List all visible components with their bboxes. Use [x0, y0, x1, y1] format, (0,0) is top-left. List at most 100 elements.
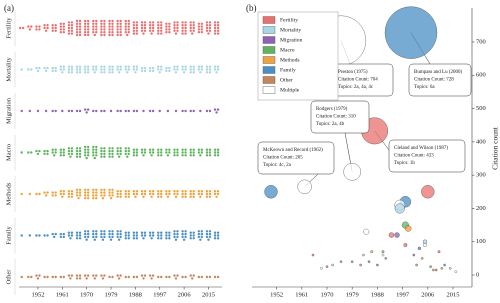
swarm-dot — [75, 28, 79, 31]
swarm-dot — [200, 68, 204, 71]
swarm-dot — [205, 109, 209, 113]
swarm-dot — [75, 71, 79, 74]
swarm-dot — [109, 197, 113, 200]
swarm-dot — [75, 33, 79, 37]
swarm-dot — [192, 192, 195, 196]
swarm-dot — [208, 192, 212, 196]
swarm-dot — [213, 68, 217, 71]
swarm-dot — [216, 148, 220, 151]
swarm-dot — [160, 237, 163, 240]
x-tick-label: 1988 — [129, 291, 142, 298]
swarm-dot — [148, 26, 152, 30]
swarm-dot — [69, 277, 72, 280]
swarm-dot — [100, 155, 103, 158]
row-label: Mortality — [5, 56, 12, 81]
swarm-dot — [78, 237, 82, 240]
swarm-dot — [176, 26, 179, 30]
swarm-dot — [192, 26, 195, 30]
swarm-dot — [92, 235, 95, 239]
swarm-dot — [28, 28, 32, 31]
swarm-dot — [135, 151, 139, 154]
swarm-dot — [111, 194, 114, 197]
bubble — [421, 185, 435, 199]
swarm-dot — [216, 192, 220, 196]
swarm-dot — [143, 148, 147, 151]
swarm-dot — [59, 25, 63, 28]
swarm-dot — [135, 231, 139, 234]
swarm-dot — [165, 25, 168, 28]
swarm-dot — [20, 68, 23, 71]
swarm-dot — [86, 274, 90, 277]
swarm-dot — [132, 65, 136, 68]
legend-label: Mortality — [280, 27, 301, 33]
swarm-dot — [168, 151, 171, 154]
swarm-dot — [176, 192, 179, 196]
swarm-dot — [168, 148, 171, 151]
swarm-dot — [176, 151, 179, 154]
swarm-dot — [85, 111, 88, 114]
swarm-dot — [100, 71, 103, 74]
swarm-dot — [205, 275, 209, 279]
swarm-dot — [124, 195, 127, 198]
swarm-dot — [116, 274, 119, 277]
swarm-dot — [67, 274, 71, 277]
swarm-dot — [189, 71, 192, 74]
swarm-dot — [208, 151, 212, 154]
swarm-dot — [30, 25, 33, 28]
swarm-dot — [62, 31, 66, 34]
swarm-dot — [111, 232, 114, 236]
swarm-dot — [151, 109, 155, 113]
swarm-dot — [181, 65, 184, 68]
swarm-dot — [173, 151, 176, 154]
swarm-dot — [160, 29, 163, 32]
swarm-dot — [67, 109, 71, 113]
swarm-dot — [213, 231, 217, 234]
swarm-dot — [157, 195, 160, 198]
annotation-text: Citation Count: 310 — [316, 115, 356, 120]
swarm-dot — [127, 190, 130, 193]
swarm-dot — [207, 238, 210, 241]
x-tick-label: 1952 — [270, 291, 283, 298]
swarm-dot — [116, 192, 119, 196]
legend-label: Other — [280, 77, 293, 83]
swarm-dot — [181, 32, 184, 35]
swarm-dot — [181, 21, 184, 24]
swarm-dot — [111, 33, 114, 37]
swarm-dot — [124, 192, 127, 196]
swarm-dot — [62, 190, 66, 193]
legend-swatch — [262, 56, 276, 64]
x-tick-label: 1970 — [321, 291, 334, 298]
swarm-dot — [174, 195, 178, 198]
swarm-dot — [62, 232, 66, 236]
swarm-dot — [216, 24, 220, 27]
swarm-dot — [116, 65, 119, 68]
swarm-dot — [92, 65, 95, 68]
swarm-dot — [38, 192, 41, 196]
swarm-dot — [44, 109, 48, 113]
swarm-dot — [119, 190, 122, 193]
swarm-dot — [108, 19, 111, 23]
swarm-dot — [43, 149, 46, 153]
x-tick-label: 2006 — [178, 291, 192, 298]
swarm-dot — [127, 149, 130, 153]
annotation-text: Cleland and Wilson (1987) — [394, 146, 448, 151]
bubble — [363, 228, 370, 235]
swarm-dot — [176, 232, 179, 236]
swarm-dot — [181, 195, 184, 198]
swarm-dot — [184, 275, 187, 279]
swarm-dot — [182, 238, 186, 241]
swarm-dot — [86, 151, 90, 154]
swarm-dot — [189, 190, 192, 193]
swarm-dot — [197, 68, 201, 71]
swarm-dot — [117, 155, 121, 158]
swarm-dot — [51, 66, 54, 70]
annotation-box — [388, 139, 466, 173]
swarm-dot — [116, 230, 119, 233]
swarm-dot — [168, 25, 171, 28]
swarm-dot — [173, 230, 176, 233]
swarm-dot — [95, 232, 98, 236]
swarm-dot — [108, 22, 111, 25]
swarm-dot — [192, 195, 195, 198]
swarm-dot — [75, 188, 79, 191]
swarm-dot — [93, 156, 96, 160]
